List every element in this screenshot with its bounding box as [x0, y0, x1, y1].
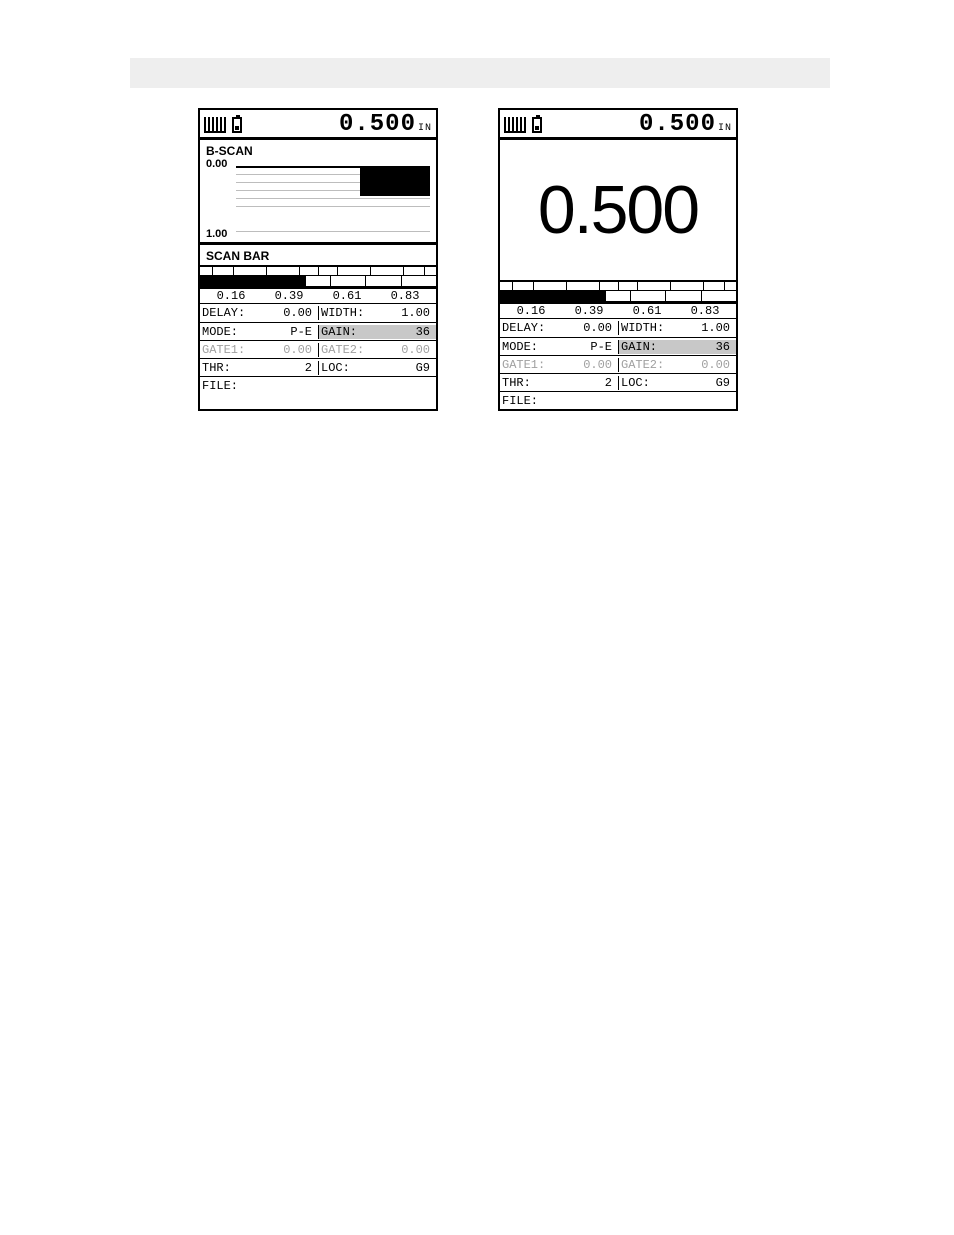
loc-label: LOC:: [619, 376, 675, 390]
param-table: DELAY:0.00 WIDTH:1.00 MODE:P-E GAIN:36 G…: [200, 303, 436, 376]
bscan-axis-top: 0.00: [206, 158, 227, 170]
thr-value: 2: [556, 376, 618, 390]
scale-value: 0.39: [260, 289, 318, 303]
divider: [200, 242, 436, 245]
fill-row: [500, 290, 736, 302]
scale-value: 0.39: [560, 304, 618, 318]
fill-row: [200, 275, 436, 287]
thr-value: 2: [256, 361, 318, 375]
gate2-label: GATE2:: [619, 358, 675, 372]
thr-label: THR:: [200, 361, 256, 375]
delay-label: DELAY:: [500, 321, 556, 335]
file-row: FILE:: [200, 376, 436, 394]
header-reading-unit: IN: [718, 123, 732, 134]
delay-label: DELAY:: [200, 306, 256, 320]
width-value: 1.00: [375, 306, 436, 320]
gate1-label: GATE1:: [200, 343, 256, 357]
gate2-value: 0.00: [675, 358, 736, 372]
scale-value: 0.83: [676, 304, 734, 318]
scale-value: 0.83: [376, 289, 434, 303]
scale-row: 0.160.390.610.83: [200, 287, 436, 303]
scale-value: 0.61: [318, 289, 376, 303]
battery-icon: [232, 117, 242, 133]
gate1-value: 0.00: [256, 343, 318, 357]
bscan-axis-bottom: 1.00: [206, 228, 227, 240]
header-bar: 0.500 IN: [500, 110, 736, 140]
mode-value: P-E: [556, 340, 618, 354]
header-reading-unit: IN: [418, 123, 432, 134]
loc-value: G9: [375, 361, 436, 375]
header-bar: 0.500 IN: [200, 110, 436, 140]
loc-label: LOC:: [319, 361, 375, 375]
bscan-graph: 0.00 1.00: [206, 160, 430, 238]
battery-icon: [532, 117, 542, 133]
device-panels: 0.500 IN B-SCAN 0.00 1.00 SCAN BAR 0.160…: [198, 108, 738, 411]
file-label: FILE:: [202, 379, 238, 393]
thr-label: THR:: [500, 376, 556, 390]
scale-value: 0.16: [502, 304, 560, 318]
scale-value: 0.16: [202, 289, 260, 303]
signal-icon: [504, 117, 526, 133]
mode-label: MODE:: [500, 340, 556, 354]
signal-icon: [204, 117, 226, 133]
gate1-value: 0.00: [556, 358, 618, 372]
bscan-plot: [236, 166, 430, 232]
gain-label: GAIN:: [619, 340, 675, 354]
width-value: 1.00: [675, 321, 736, 335]
gate1-label: GATE1:: [500, 358, 556, 372]
scale-row: 0.160.390.610.83: [500, 302, 736, 318]
param-table: DELAY:0.00 WIDTH:1.00 MODE:P-E GAIN:36 G…: [500, 318, 736, 391]
delay-value: 0.00: [256, 306, 318, 320]
delay-value: 0.00: [556, 321, 618, 335]
large-reading-area: 0.500: [500, 140, 736, 280]
header-reading: 0.500 IN: [639, 111, 732, 138]
scanbar-label: SCAN BAR: [200, 247, 436, 265]
device-screen-bscan: 0.500 IN B-SCAN 0.00 1.00 SCAN BAR 0.160…: [198, 108, 438, 411]
mode-value: P-E: [256, 325, 318, 339]
tick-row: [200, 267, 436, 275]
width-label: WIDTH:: [319, 306, 375, 320]
loc-value: G9: [675, 376, 736, 390]
device-screen-digits: 0.500 IN 0.500 0.160.390.610.83 DELAY:0.…: [498, 108, 738, 411]
header-reading: 0.500 IN: [339, 111, 432, 138]
large-reading-value: 0.500: [538, 171, 698, 249]
tick-row: [500, 282, 736, 290]
bscan-area: B-SCAN 0.00 1.00: [200, 140, 436, 240]
file-row: FILE:: [500, 391, 736, 409]
gate2-value: 0.00: [375, 343, 436, 357]
file-label: FILE:: [502, 394, 538, 408]
mode-label: MODE:: [200, 325, 256, 339]
scan-section-left: [200, 265, 436, 287]
gain-value: 36: [675, 340, 736, 354]
header-reading-value: 0.500: [639, 111, 716, 138]
gate2-label: GATE2:: [319, 343, 375, 357]
gain-label: GAIN:: [319, 325, 375, 339]
bscan-title: B-SCAN: [206, 144, 430, 158]
scan-section-right: [500, 280, 736, 302]
scale-value: 0.61: [618, 304, 676, 318]
page-header-bar: [130, 58, 830, 88]
gain-value: 36: [375, 325, 436, 339]
header-reading-value: 0.500: [339, 111, 416, 138]
width-label: WIDTH:: [619, 321, 675, 335]
